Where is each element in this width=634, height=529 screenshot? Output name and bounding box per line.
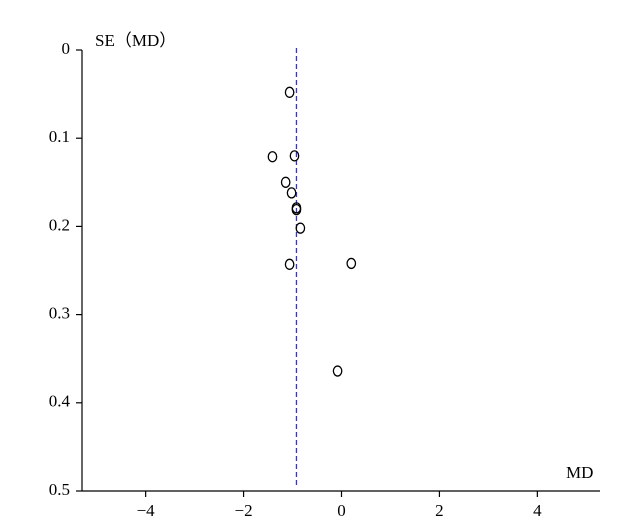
y-axis-title: SE（MD） — [95, 31, 176, 50]
x-tick-label: 0 — [337, 501, 346, 520]
x-tick-label: −2 — [235, 501, 253, 520]
y-tick-label: 0.4 — [49, 392, 71, 411]
y-tick-label: 0 — [62, 39, 71, 58]
point — [295, 222, 306, 234]
x-axis-title: MD — [566, 463, 593, 482]
y-tick-label: 0.5 — [49, 480, 70, 499]
point — [289, 150, 300, 162]
point — [284, 86, 295, 98]
point — [267, 151, 278, 163]
y-tick-label: 0.2 — [49, 215, 70, 234]
point — [332, 365, 343, 377]
x-tick-label: −4 — [137, 501, 156, 520]
point — [346, 257, 357, 270]
point — [284, 258, 295, 270]
y-tick-label: 0.3 — [49, 304, 70, 323]
x-tick-label: 2 — [435, 501, 444, 520]
point — [291, 203, 302, 216]
x-tick-label: 4 — [533, 501, 542, 520]
y-tick-label: 0.1 — [49, 127, 70, 146]
point — [286, 187, 297, 199]
point — [280, 176, 291, 188]
